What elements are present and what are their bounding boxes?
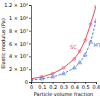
- y-tick-mark: [29, 18, 31, 19]
- x-tick-label: 0.2: [49, 84, 57, 90]
- x-tick: 0.1: [38, 82, 46, 90]
- y-tick-label: 1.2 × 10⁸: [4, 2, 28, 8]
- series-marker: [89, 23, 92, 26]
- series-marker: [51, 75, 55, 78]
- y-tick: 1 × 10⁸: [9, 15, 31, 21]
- series-marker: [72, 66, 76, 69]
- x-tick: 0.4: [71, 82, 79, 90]
- y-tick: 2 × 10⁷: [9, 66, 31, 72]
- series-marker: [78, 61, 82, 64]
- series-line: [31, 6, 96, 79]
- y-axis: 0 2 × 10⁷ 4 × 10⁷ 6 × 10⁷ 8 × 10⁷ 1 × 10⁸ 1.2 …: [4, 2, 31, 85]
- series-marker: [73, 58, 76, 61]
- y-axis-line: [29, 6, 32, 83]
- x-tick-label: 0: [30, 84, 33, 90]
- series-marker: [62, 67, 65, 70]
- y-tick: 8 × 10⁷: [9, 28, 31, 34]
- series-marker: [94, 19, 96, 22]
- y-tick-label: 8 × 10⁷: [9, 28, 28, 34]
- x-axis: 0 0.10.20.30.40.50.6: [30, 82, 100, 90]
- x-tick: 0: [30, 82, 33, 90]
- x-tick: 0.6: [93, 82, 100, 90]
- series-line: [31, 21, 96, 80]
- x-tick: 0.2: [49, 82, 57, 90]
- y-tick-mark: [29, 31, 31, 32]
- series-marker: [83, 53, 87, 56]
- y-tick: 6 × 10⁷: [9, 41, 31, 47]
- y-tick-label: 1 × 10⁸: [9, 15, 28, 21]
- series-marker: [84, 39, 87, 42]
- y-tick-mark: [29, 69, 31, 70]
- y-tick-label: 0: [25, 79, 28, 85]
- series-marker: [40, 77, 44, 80]
- x-tick-label: 0.5: [82, 84, 90, 90]
- y-tick-label: 4 × 10⁷: [9, 53, 28, 59]
- y-tick-mark: [29, 5, 31, 6]
- y-tick: 4 × 10⁷: [9, 53, 31, 59]
- series-marker: [31, 78, 33, 81]
- series-marker: [62, 72, 66, 75]
- x-tick: 0.3: [60, 82, 68, 90]
- y-tick-mark: [29, 44, 31, 45]
- y-axis-title: Elastic modulus (Pa): [0, 18, 6, 69]
- x-axis-title: Particle volume fraction: [34, 91, 93, 97]
- y-tick-mark: [29, 82, 31, 83]
- x-tick-label: 0.3: [60, 84, 68, 90]
- plot-area: [31, 5, 96, 81]
- y-tick: 0: [25, 79, 31, 85]
- y-tick: 1.2 × 10⁸: [4, 2, 31, 8]
- x-tick-label: 0.1: [38, 84, 46, 90]
- y-tick-mark: [29, 56, 31, 57]
- y-tick-label: 6 × 10⁷: [9, 41, 28, 47]
- x-tick-label: 0.4: [71, 84, 79, 90]
- series-marker: [78, 50, 81, 53]
- x-tick-label: 0.6: [93, 84, 100, 90]
- series-marker: [89, 40, 93, 43]
- y-tick-label: 2 × 10⁷: [9, 66, 28, 72]
- x-tick: 0.5: [82, 82, 90, 90]
- series-marker: [95, 5, 96, 8]
- series-label: SC: [70, 44, 77, 50]
- chart: 0 0.10.20.30.40.50.6 0 2 × 10⁷ 4 × 10⁷ 6 × 10…: [0, 0, 100, 99]
- series-label: MT: [94, 42, 100, 48]
